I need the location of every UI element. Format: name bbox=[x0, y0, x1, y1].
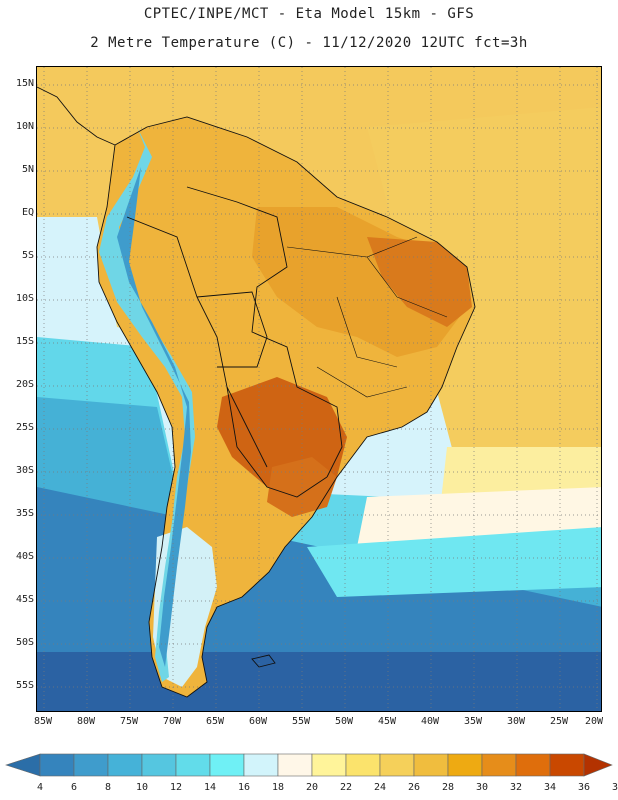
colorbar-label: 12 bbox=[169, 782, 183, 793]
colorbar-cell bbox=[209, 753, 245, 777]
longitude-label: 85W bbox=[33, 716, 53, 727]
falkland-islands bbox=[251, 654, 276, 668]
coastline bbox=[96, 116, 476, 698]
longitude-label: 45W bbox=[377, 716, 397, 727]
colorbar-cell bbox=[413, 753, 449, 777]
northeast-hot-region bbox=[367, 237, 472, 327]
colorbar-label: 36 bbox=[577, 782, 591, 793]
latitude-label: EQ bbox=[21, 207, 34, 218]
colorbar-cell bbox=[515, 753, 551, 777]
colorbar-label: 34 bbox=[543, 782, 557, 793]
colorbar-label: 4 bbox=[36, 782, 44, 793]
longitude-label: 60W bbox=[248, 716, 268, 727]
continent bbox=[97, 117, 475, 697]
colorbar-cell bbox=[243, 753, 279, 777]
colorbar-cell bbox=[39, 753, 75, 777]
colorbar-label: 26 bbox=[407, 782, 421, 793]
longitude-label: 50W bbox=[334, 716, 354, 727]
colorbar-arrow-right bbox=[583, 753, 613, 777]
colorbar-label: 28 bbox=[441, 782, 455, 793]
colorbar-label: 18 bbox=[271, 782, 285, 793]
colorbar-cell bbox=[549, 753, 585, 777]
argentina-border bbox=[226, 386, 328, 498]
colorbar-cell bbox=[277, 753, 313, 777]
colorbar-arrow-left bbox=[5, 753, 41, 777]
colorbar-label: 10 bbox=[135, 782, 149, 793]
longitude-label: 55W bbox=[291, 716, 311, 727]
borders bbox=[37, 86, 476, 698]
colorbar-cells bbox=[5, 753, 613, 777]
latitude-label: 15S bbox=[15, 336, 34, 347]
latitude-label: 40S bbox=[15, 551, 34, 562]
andean-border bbox=[126, 216, 268, 468]
map-title-line2: 2 Metre Temperature (C) - 11/12/2020 12U… bbox=[90, 35, 528, 51]
latitude-label: 35S bbox=[15, 508, 34, 519]
colorbar-cell bbox=[311, 753, 347, 777]
latitude-label: 20S bbox=[15, 379, 34, 390]
longitude-label: 20W bbox=[584, 716, 604, 727]
brazil-states bbox=[286, 236, 448, 398]
ocean-warm-east bbox=[367, 107, 601, 467]
colorbar-cell bbox=[175, 753, 211, 777]
latitude-label: 5N bbox=[21, 164, 34, 175]
colorbar-cell bbox=[107, 753, 143, 777]
colorbar-label: 16 bbox=[237, 782, 251, 793]
longitude-label: 35W bbox=[463, 716, 483, 727]
longitude-label: 40W bbox=[420, 716, 440, 727]
longitude-label: 70W bbox=[162, 716, 182, 727]
colorbar-label: 14 bbox=[203, 782, 217, 793]
latitude-label: 5S bbox=[21, 250, 34, 261]
colorbar-cell bbox=[345, 753, 381, 777]
andes-cold-strip bbox=[99, 127, 195, 682]
latitude-label: 15N bbox=[15, 78, 34, 89]
latitude-label: 45S bbox=[15, 594, 34, 605]
map-title-line1: CPTEC/INPE/MCT - Eta Model 15km - GFS bbox=[143, 6, 475, 22]
colorbar bbox=[5, 753, 613, 777]
longitude-label: 75W bbox=[119, 716, 139, 727]
colorbar-cell bbox=[447, 753, 483, 777]
longitude-label: 80W bbox=[76, 716, 96, 727]
longitude-label: 30W bbox=[506, 716, 526, 727]
brazil-border bbox=[186, 186, 343, 478]
colorbar-label: 8 bbox=[104, 782, 112, 793]
ocean-cyan-east bbox=[307, 527, 601, 597]
central-america-coast bbox=[37, 86, 116, 146]
colorbar-label: 22 bbox=[339, 782, 353, 793]
colorbar-label: 38 bbox=[611, 782, 618, 793]
colorbar-label: 20 bbox=[305, 782, 319, 793]
colorbar-label: 24 bbox=[373, 782, 387, 793]
latitude-label: 55S bbox=[15, 680, 34, 691]
colorbar-cell bbox=[379, 753, 415, 777]
temperature-map bbox=[36, 66, 602, 712]
andes-colder-core bbox=[117, 167, 191, 667]
temperature-field-svg bbox=[37, 67, 601, 711]
colorbar-label: 6 bbox=[70, 782, 78, 793]
bolivia-border bbox=[196, 291, 268, 368]
colorbar-label: 30 bbox=[475, 782, 489, 793]
longitude-label: 65W bbox=[205, 716, 225, 727]
latitude-label: 30S bbox=[15, 465, 34, 476]
colorbar-label: 32 bbox=[509, 782, 523, 793]
latitude-label: 10N bbox=[15, 121, 34, 132]
latitude-label: 50S bbox=[15, 637, 34, 648]
colorbar-cell bbox=[141, 753, 177, 777]
latitude-label: 10S bbox=[15, 293, 34, 304]
longitude-label: 25W bbox=[549, 716, 569, 727]
colorbar-cell bbox=[73, 753, 109, 777]
colorbar-cell bbox=[481, 753, 517, 777]
ocean-band-deep-blue bbox=[37, 652, 601, 711]
latitude-label: 25S bbox=[15, 422, 34, 433]
